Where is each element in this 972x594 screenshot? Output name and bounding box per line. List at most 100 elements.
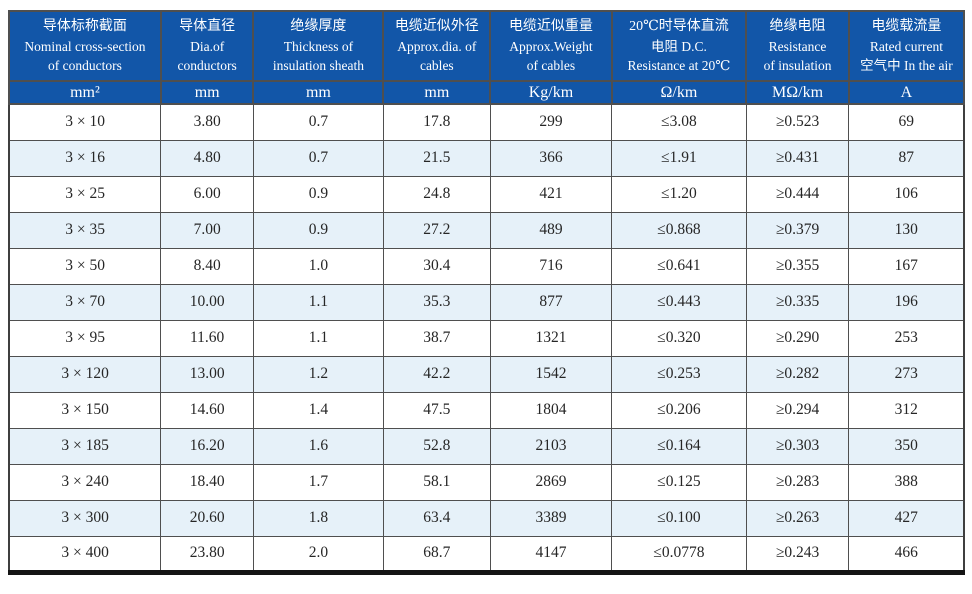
table-cell: 1542: [489, 355, 613, 393]
table-row: 3 × 70 10.00 1.1 35.3 877 ≤0.443 ≥0.335 196: [8, 283, 965, 321]
table-cell: 20.60: [160, 499, 254, 537]
header-en-line1: Approx.Weight: [509, 39, 593, 54]
table-cell: 1.4: [252, 391, 384, 429]
table-row: 3 × 95 11.60 1.1 38.7 1321 ≤0.320 ≥0.290 253: [8, 319, 965, 357]
header-en-line2: cables: [419, 58, 454, 73]
table-row: 3 × 185 16.20 1.6 52.8 2103 ≤0.164 ≥0.303 350: [8, 427, 965, 465]
table-cell: ≤0.125: [611, 463, 747, 501]
column-header-insulation-thickness: 绝缘厚度 Thickness of insulation sheath: [252, 10, 385, 82]
table-cell: 3 × 16: [8, 139, 162, 177]
header-en-line1: Dia.of: [190, 39, 225, 54]
table-cell: 0.9: [252, 211, 384, 249]
table-cell: 1.0: [252, 247, 384, 285]
table-cell: ≤0.253: [611, 355, 747, 393]
header-en-line1: Approx.dia. of: [397, 39, 477, 54]
table-cell: 63.4: [382, 499, 491, 537]
header-en-line1: Thickness of: [283, 39, 354, 54]
table-cell: 6.00: [160, 175, 254, 213]
table-cell: 253: [848, 319, 965, 357]
table-cell: 24.8: [382, 175, 491, 213]
table-cell: ≥0.263: [745, 499, 850, 537]
table-cell: 87: [848, 139, 965, 177]
table-row: 3 × 300 20.60 1.8 63.4 3389 ≤0.100 ≥0.263 427: [8, 499, 965, 537]
header-en-line2: 空气中 In the air: [860, 58, 953, 73]
table-cell: 427: [848, 499, 965, 537]
table-cell: 7.00: [160, 211, 254, 249]
table-cell: 3.80: [160, 103, 254, 141]
header-zh: 导体直径: [179, 19, 236, 34]
unit-cell: Kg/km: [489, 80, 613, 105]
table-cell: 106: [848, 175, 965, 213]
header-en-line2: insulation sheath: [272, 58, 364, 73]
column-header-insulation-resistance: 绝缘电阻 Resistance of insulation: [745, 10, 850, 82]
table-cell: ≥0.290: [745, 319, 850, 357]
header-zh: 电缆近似重量: [508, 19, 593, 34]
table-row: 3 × 50 8.40 1.0 30.4 716 ≤0.641 ≥0.355 167: [8, 247, 965, 285]
table-cell: 68.7: [382, 535, 491, 573]
table-cell: ≥0.379: [745, 211, 850, 249]
header-en-line1: Resistance: [768, 39, 827, 54]
header-en-line1: Rated current: [869, 39, 943, 54]
table-cell: ≤3.08: [611, 103, 747, 141]
table-cell: ≤0.320: [611, 319, 747, 357]
table-cell: 35.3: [382, 283, 491, 321]
table-cell: 1.8: [252, 499, 384, 537]
table-cell: ≤0.164: [611, 427, 747, 465]
header-zh: 绝缘厚度: [290, 19, 347, 34]
table-cell: 312: [848, 391, 965, 429]
column-header-approx-weight: 电缆近似重量 Approx.Weight of cables: [489, 10, 613, 82]
unit-cell: mm: [159, 80, 255, 105]
table-row: 3 × 120 13.00 1.2 42.2 1542 ≤0.253 ≥0.282 273: [8, 355, 965, 393]
table-cell: 3 × 70: [8, 283, 162, 321]
table-cell: 3 × 120: [8, 355, 162, 393]
header-zh: 导体标称截面: [42, 19, 127, 34]
table-cell: 3 × 10: [8, 103, 162, 141]
table-cell: 13.00: [160, 355, 254, 393]
table-cell: 8.40: [160, 247, 254, 285]
table-cell: 4147: [489, 535, 613, 573]
table-row: 3 × 35 7.00 0.9 27.2 489 ≤0.868 ≥0.379 130: [8, 211, 965, 249]
table-cell: 17.8: [382, 103, 491, 141]
table-cell: 1.2: [252, 355, 384, 393]
column-header-dc-resistance: 20℃时导体直流 电阻 D.C. Resistance at 20℃: [610, 10, 748, 82]
cable-spec-table: 导体标称截面 Nominal cross-section of conducto…: [8, 10, 966, 575]
unit-cell: mm: [252, 80, 385, 105]
header-en-line2: of cables: [526, 58, 576, 73]
cable-spec-table-container: 导体标称截面 Nominal cross-section of conducto…: [8, 10, 966, 575]
header-units-row: mm² mm mm mm Kg/km Ω/km MΩ/km A: [8, 80, 966, 105]
header-en-line1: 电阻 D.C.: [650, 39, 707, 54]
table-cell: 1.1: [252, 283, 384, 321]
table-cell: 167: [848, 247, 965, 285]
table-cell: 58.1: [382, 463, 491, 501]
table-cell: 3 × 185: [8, 427, 162, 465]
table-cell: 14.60: [160, 391, 254, 429]
table-cell: 27.2: [382, 211, 491, 249]
table-row: 3 × 16 4.80 0.7 21.5 366 ≤1.91 ≥0.431 87: [8, 139, 965, 177]
table-cell: ≥0.303: [745, 427, 850, 465]
table-cell: 21.5: [382, 139, 491, 177]
table-cell: 38.7: [382, 319, 491, 357]
table-cell: ≤1.20: [611, 175, 747, 213]
table-row: 3 × 240 18.40 1.7 58.1 2869 ≤0.125 ≥0.283 388: [8, 463, 965, 501]
unit-cell: A: [847, 80, 966, 105]
unit-cell: mm: [382, 80, 492, 105]
table-cell: 130: [848, 211, 965, 249]
table-cell: 42.2: [382, 355, 491, 393]
table-cell: 16.20: [160, 427, 254, 465]
column-header-conductor-dia: 导体直径 Dia.of conductors: [159, 10, 255, 82]
header-zh: 20℃时导体直流: [629, 19, 729, 34]
table-cell: 0.7: [252, 139, 384, 177]
table-row: 3 × 10 3.80 0.7 17.8 299 ≤3.08 ≥0.523 69: [8, 103, 965, 141]
column-header-rated-current: 电缆载流量 Rated current 空气中 In the air: [847, 10, 966, 82]
table-cell: 3 × 35: [8, 211, 162, 249]
table-cell: 30.4: [382, 247, 491, 285]
header-title-row: 导体标称截面 Nominal cross-section of conducto…: [8, 10, 966, 82]
header-zh: 电缆载流量: [871, 19, 942, 34]
table-cell: ≥0.283: [745, 463, 850, 501]
table-cell: 273: [848, 355, 965, 393]
table-cell: ≤0.443: [611, 283, 747, 321]
table-cell: 716: [489, 247, 613, 285]
table-cell: 2.0: [252, 535, 384, 573]
table-cell: ≤0.100: [611, 499, 747, 537]
unit-cell: mm²: [8, 80, 162, 105]
